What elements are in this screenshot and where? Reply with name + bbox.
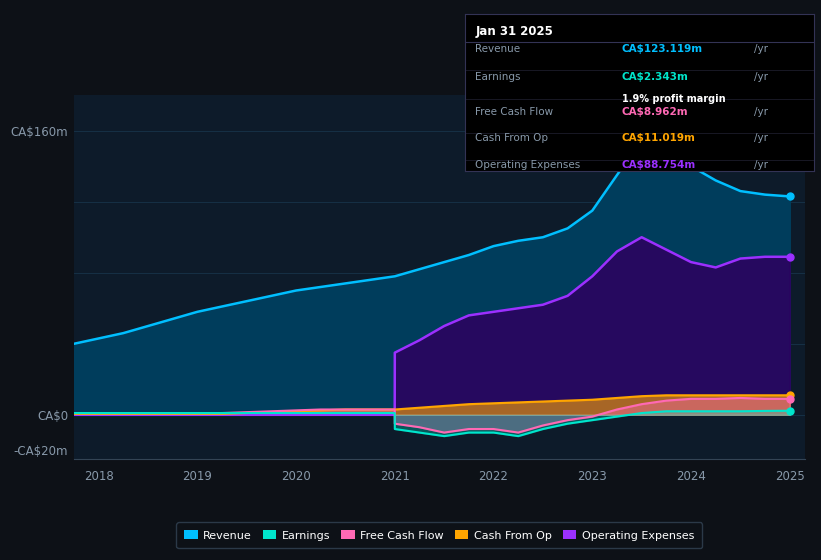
Text: CA$8.962m: CA$8.962m xyxy=(621,106,688,116)
Text: CA$88.754m: CA$88.754m xyxy=(621,160,696,170)
Text: /yr: /yr xyxy=(754,72,768,82)
Text: 1.9% profit margin: 1.9% profit margin xyxy=(621,94,725,104)
Text: Operating Expenses: Operating Expenses xyxy=(475,160,580,170)
Legend: Revenue, Earnings, Free Cash Flow, Cash From Op, Operating Expenses: Revenue, Earnings, Free Cash Flow, Cash … xyxy=(177,522,702,548)
Text: CA$2.343m: CA$2.343m xyxy=(621,72,689,82)
Text: /yr: /yr xyxy=(754,44,768,54)
Text: /yr: /yr xyxy=(754,106,768,116)
Text: /yr: /yr xyxy=(754,160,768,170)
Text: Free Cash Flow: Free Cash Flow xyxy=(475,106,553,116)
Text: CA$123.119m: CA$123.119m xyxy=(621,44,703,54)
Text: Earnings: Earnings xyxy=(475,72,521,82)
Text: CA$11.019m: CA$11.019m xyxy=(621,133,695,143)
Text: /yr: /yr xyxy=(754,133,768,143)
Text: Cash From Op: Cash From Op xyxy=(475,133,548,143)
Text: Revenue: Revenue xyxy=(475,44,521,54)
Text: Jan 31 2025: Jan 31 2025 xyxy=(475,25,553,38)
